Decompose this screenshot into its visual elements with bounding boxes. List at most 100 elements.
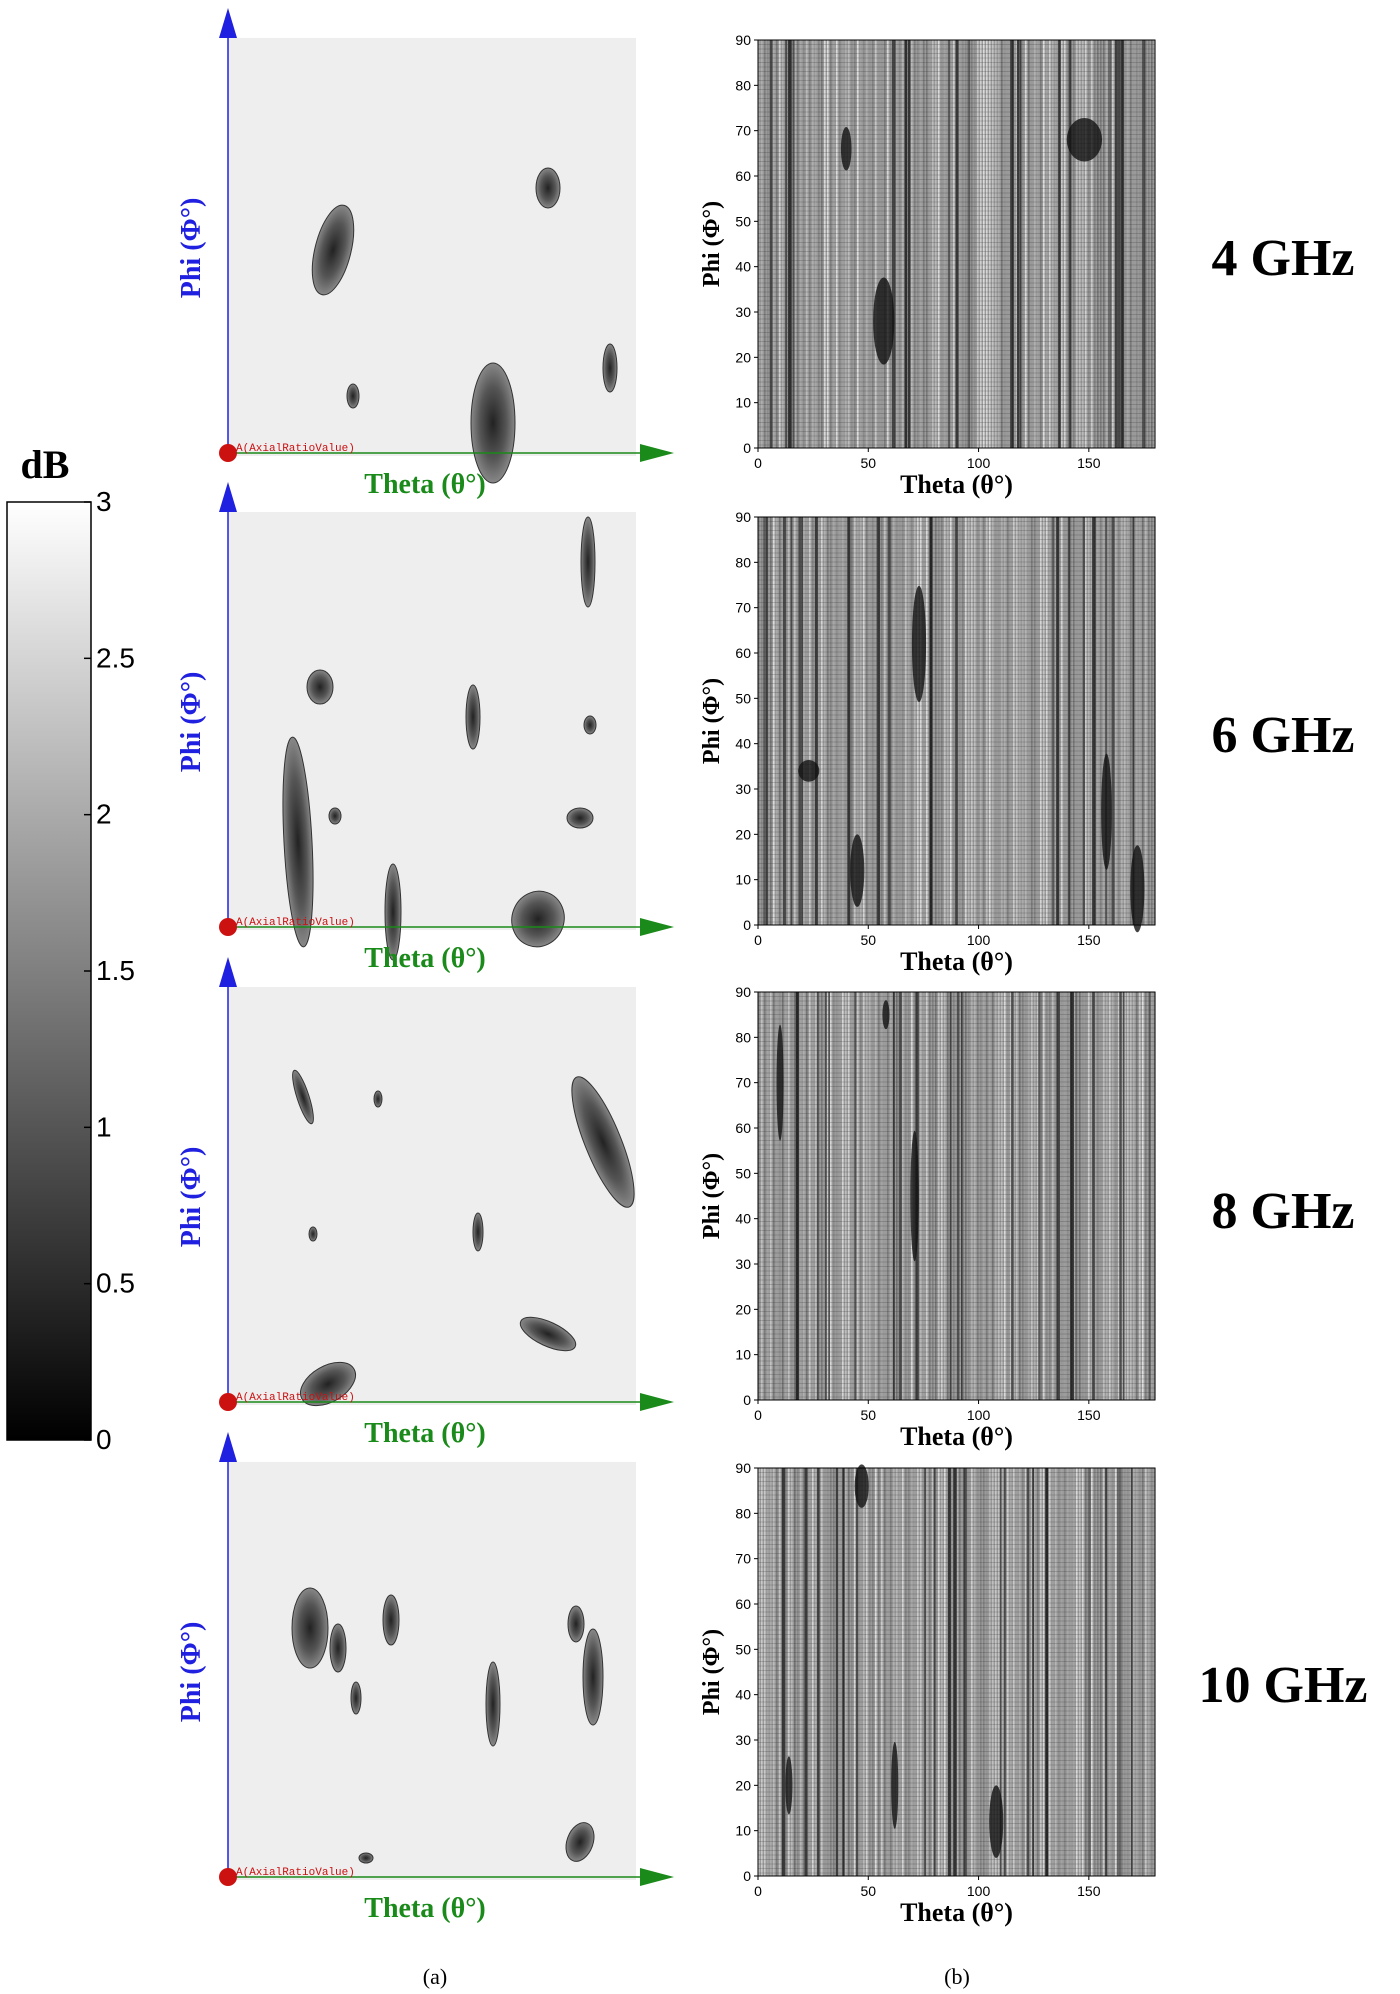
measured-panel: 0 10 20 30 40 50 60 70 80 90 0 50 100 150 Phi (Φ°) Thet… <box>699 984 1156 1451</box>
x-axis-arrow-icon <box>640 1393 674 1411</box>
y-axis-arrow-icon <box>219 482 237 512</box>
measured-y-tick-label: 10 <box>735 395 751 411</box>
measured-y-tick-label: 40 <box>735 1687 751 1703</box>
measured-y-tick-label: 90 <box>735 509 751 525</box>
low-axial-ratio-region <box>311 204 355 296</box>
origin-label: A(AxialRatioValue) <box>236 443 355 455</box>
x-axis-arrow-icon <box>640 918 674 936</box>
low-axial-ratio-region <box>580 516 596 608</box>
measured-x-tick-label: 0 <box>754 932 762 948</box>
sim-x-label: Theta (θ°) <box>364 469 485 500</box>
caption-a: (a) <box>423 1964 447 1989</box>
measured-y-tick-label: 90 <box>735 32 751 48</box>
frequency-label: 10 GHz <box>1199 1657 1368 1714</box>
low-axial-ratio-region <box>292 1069 314 1125</box>
measured-y-tick-label: 50 <box>735 690 751 706</box>
measured-y-tick-label: 20 <box>735 349 751 365</box>
measured-y-tick-label: 50 <box>735 1165 751 1181</box>
low-axial-ratio-region <box>519 1316 577 1352</box>
measured-x-tick-label: 100 <box>967 455 991 471</box>
measured-panel: 0 10 20 30 40 50 60 70 80 90 0 50 100 150 Phi (Φ°) Thet… <box>699 32 1156 499</box>
low-axial-ratio-region <box>602 343 618 393</box>
colorbar-tick-label: 0.5 <box>96 1268 135 1299</box>
measured-y-tick-label: 60 <box>735 1120 751 1136</box>
measured-y-tick-label: 30 <box>735 781 751 797</box>
measured-y-tick-label: 20 <box>735 1301 751 1317</box>
low-axial-ratio-region <box>470 362 516 484</box>
colorbar-tick-label: 2.5 <box>96 642 135 673</box>
measured-y-tick-label: 60 <box>735 168 751 184</box>
measured-y-label: Phi (Φ°) <box>699 1153 725 1239</box>
low-axial-ratio-region <box>291 1587 329 1669</box>
low-axial-ratio-region <box>785 1756 793 1815</box>
measured-y-tick-label: 80 <box>735 554 751 570</box>
measured-x-label: Theta (θ°) <box>900 1422 1013 1451</box>
sim-panel: A(AxialRatioValue) Phi (Φ°) Theta (θ°) <box>176 8 674 500</box>
measured-x-tick-label: 150 <box>1077 932 1101 948</box>
frequency-label: 8 GHz <box>1212 1183 1355 1240</box>
measured-y-label: Phi (Φ°) <box>699 1629 725 1715</box>
measured-x-tick-label: 0 <box>754 455 762 471</box>
low-axial-ratio-region <box>282 736 314 948</box>
sim-y-label: Phi (Φ°) <box>176 1147 207 1248</box>
measured-y-tick-label: 0 <box>743 1868 751 1884</box>
low-axial-ratio-region <box>583 715 597 735</box>
origin-label: A(AxialRatioValue) <box>236 1392 355 1404</box>
low-axial-ratio-region <box>346 383 360 409</box>
low-axial-ratio-region <box>350 1681 362 1715</box>
sim-plot-area <box>228 1462 636 1880</box>
frequency-label: 6 GHz <box>1212 707 1355 764</box>
sim-x-label: Theta (θ°) <box>364 1893 485 1924</box>
low-axial-ratio-region <box>384 863 402 961</box>
origin-label: A(AxialRatioValue) <box>236 1867 355 1879</box>
measured-y-tick-label: 30 <box>735 304 751 320</box>
low-axial-ratio-region <box>485 1661 501 1747</box>
low-axial-ratio-region <box>840 127 852 171</box>
measured-y-tick-label: 40 <box>735 736 751 752</box>
measured-texture <box>758 516 1156 925</box>
low-axial-ratio-region <box>571 1076 635 1208</box>
sim-plot-area <box>228 38 636 456</box>
colorbar-ticks: 3 2.5 2 1.5 1 0.5 0 <box>84 486 135 1455</box>
low-axial-ratio-region <box>358 1852 374 1864</box>
low-axial-ratio-region <box>328 807 342 825</box>
low-axial-ratio-region <box>854 1464 869 1508</box>
caption-b: (b) <box>944 1964 970 1989</box>
low-axial-ratio-region <box>567 1605 585 1643</box>
measured-x-tick-label: 50 <box>860 1883 876 1899</box>
measured-y-tick-label: 0 <box>743 917 751 933</box>
sim-panel: A(AxialRatioValue) Phi (Φ°) Theta (θ°) <box>176 482 674 974</box>
measured-y-tick-label: 40 <box>735 1211 751 1227</box>
measured-texture <box>758 1467 1156 1876</box>
measured-x-tick-label: 100 <box>967 932 991 948</box>
origin-marker-icon <box>219 444 237 462</box>
measured-x-label: Theta (θ°) <box>900 947 1013 976</box>
colorbar-tick-label: 0 <box>96 1424 112 1455</box>
measured-y-tick-label: 10 <box>735 1823 751 1839</box>
low-axial-ratio-region <box>776 1024 784 1141</box>
origin-marker-icon <box>219 1868 237 1886</box>
low-axial-ratio-region <box>798 759 820 782</box>
measured-y-tick-label: 80 <box>735 77 751 93</box>
x-axis-arrow-icon <box>640 444 674 462</box>
y-axis-arrow-icon <box>219 1432 237 1462</box>
simulated-column: A(AxialRatioValue)Phi (Φ°)Theta (θ°)A(Ax… <box>176 8 674 1924</box>
low-axial-ratio-region <box>891 1741 899 1829</box>
measured-x-tick-label: 50 <box>860 932 876 948</box>
low-axial-ratio-region <box>306 669 334 705</box>
origin-label: A(AxialRatioValue) <box>236 917 355 929</box>
low-axial-ratio-region <box>850 834 865 907</box>
measured-y-tick-label: 80 <box>735 1505 751 1521</box>
low-axial-ratio-region <box>873 277 895 365</box>
low-axial-ratio-region <box>465 684 481 750</box>
measured-y-tick-label: 10 <box>735 872 751 888</box>
origin-marker-icon <box>219 1393 237 1411</box>
measured-y-tick-label: 30 <box>735 1256 751 1272</box>
measured-y-tick-label: 70 <box>735 1551 751 1567</box>
measured-y-tick-label: 70 <box>735 1075 751 1091</box>
frequency-label: 4 GHz <box>1212 230 1355 287</box>
y-axis-arrow-icon <box>219 957 237 987</box>
colorbar-tick-label: 1.5 <box>96 955 135 986</box>
